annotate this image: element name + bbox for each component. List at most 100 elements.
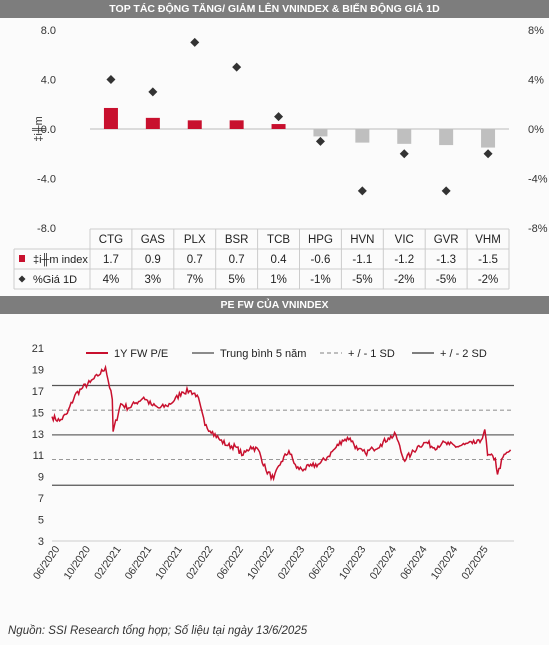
right-axis-tick-label: 8%: [528, 25, 544, 37]
pe-x-tick-label: 02/2022: [184, 544, 216, 582]
diamond-marker-vhm: [483, 149, 493, 159]
right-axis-tick-label: 4%: [528, 75, 544, 87]
table-cell: 3%: [145, 274, 162, 286]
pe-x-tick-label: 02/2024: [367, 544, 399, 582]
bar-gas: [145, 117, 160, 129]
table-row-label: %Giá 1D: [33, 274, 77, 286]
table-header-vic: VIC: [395, 234, 414, 246]
table-row-label: ‡i╫m index: [33, 252, 88, 267]
table-cell: -1.2: [394, 254, 414, 266]
table-cell: 0.4: [271, 254, 288, 266]
bar-ctg: [103, 107, 118, 129]
table-cell: -5%: [352, 274, 372, 286]
table-cell: -5%: [436, 274, 456, 286]
diamond-marker-hvn: [357, 186, 367, 196]
left-axis-tick-label: -8.0: [37, 223, 56, 235]
bar-vic: [397, 129, 412, 144]
table-header-hvn: HVN: [350, 234, 374, 246]
pe-x-tick-label: 10/2020: [61, 544, 93, 582]
pe-x-tick-label: 06/2021: [123, 544, 155, 582]
top-chart-title: TOP TÁC ĐỘNG TĂNG/ GIẢM LÊN VNINDEX & BI…: [0, 0, 549, 18]
legend-one-sd-label: + / - 1 SD: [348, 348, 395, 360]
table-header-hpg: HPG: [308, 234, 333, 246]
pe-axis-tick-label: 17: [32, 386, 44, 398]
pe-x-tick-label: 06/2020: [31, 544, 63, 582]
table-cell: -1.1: [352, 254, 372, 266]
bar-plx: [187, 120, 202, 129]
table-cell: -0.6: [311, 254, 331, 266]
right-axis-tick-label: 0%: [528, 124, 544, 136]
left-axis-tick-label: -4.0: [37, 174, 56, 186]
table-header-ctg: CTG: [99, 234, 123, 246]
table-header-bsr: BSR: [225, 234, 249, 246]
pe-axis-tick-label: 3: [38, 536, 44, 548]
table-cell: -1.3: [436, 254, 456, 266]
diamond-marker-vic: [399, 149, 409, 159]
source-note: Nguồn: SSI Research tổng hợp; Số liệu tạ…: [8, 625, 308, 637]
right-axis-tick-label: -8%: [528, 223, 548, 235]
diamond-marker-plx: [190, 37, 200, 47]
table-cell: 4%: [103, 274, 120, 286]
table-cell: -2%: [478, 274, 498, 286]
pe-axis-tick-label: 7: [38, 493, 44, 505]
right-axis-tick-label: -4%: [528, 174, 548, 186]
top-impact-chart: 8.0 4.0 0.0 -4.0 -8.0 8% 4% 0% -4% -8% ‡i╫m CTG GAS P…: [13, 25, 548, 290]
left-axis-label: ‡i╫m: [31, 116, 46, 142]
pe-x-tick-label: 10/2024: [429, 544, 461, 582]
table-cell: 7%: [186, 274, 203, 286]
pe-fw-chart: 211917151311975306/202010/202002/202106/…: [31, 343, 514, 582]
table-cell: -2%: [394, 274, 414, 286]
legend-bar-swatch: [19, 255, 25, 262]
legend-pe-label: 1Y FW P/E: [114, 348, 168, 360]
pe-x-tick-label: 10/2022: [245, 544, 277, 582]
pe-x-tick-label: 06/2024: [398, 544, 430, 582]
table-cell: 0.7: [187, 254, 203, 266]
pe-x-tick-label: 02/2021: [92, 544, 124, 582]
pe-fw-series-line: [51, 364, 512, 482]
pe-x-tick-label: 02/2023: [276, 544, 308, 582]
pe-axis-tick-label: 11: [33, 450, 44, 462]
diamond-marker-bsr: [232, 62, 242, 72]
table-header-plx: PLX: [184, 234, 206, 246]
bottom-chart-title: PE FW CỦA VNINDEX: [0, 296, 549, 314]
table-cell: 1.7: [103, 254, 119, 266]
table-cell: 0.7: [229, 254, 245, 266]
diamond-marker-ctg: [106, 75, 116, 84]
table-cell: 1%: [270, 274, 287, 286]
diamond-marker-gas: [148, 87, 158, 97]
legend-diamond-swatch: [18, 275, 26, 283]
legend-two-sd-label: + / - 2 SD: [440, 348, 487, 360]
bar-hpg: [313, 129, 328, 137]
table-header-gas: GAS: [141, 234, 166, 246]
pe-x-tick-label: 06/2023: [306, 544, 338, 582]
table-cell: -1.5: [478, 254, 498, 266]
pe-x-tick-label: 06/2022: [214, 544, 246, 582]
pe-x-tick-label: 10/2023: [337, 544, 369, 582]
table-header-vhm: VHM: [475, 234, 501, 246]
pe-axis-tick-label: 21: [32, 343, 44, 355]
pe-axis-tick-label: 15: [32, 407, 44, 419]
bar-gvr: [439, 129, 454, 146]
table-header-tcb: TCB: [267, 234, 290, 246]
table-cell: 5%: [228, 274, 245, 286]
pe-x-tick-label: 10/2021: [153, 544, 185, 582]
left-axis-tick-label: 8.0: [41, 25, 56, 37]
bar-hvn: [355, 129, 370, 143]
bar-vhm: [481, 129, 496, 148]
left-axis-tick-label: 0.0: [41, 124, 56, 136]
table-header-gvr: GVR: [434, 234, 459, 246]
pe-axis-tick-label: 9: [38, 472, 44, 484]
bar-bsr: [229, 120, 244, 129]
diamond-marker-tcb: [274, 112, 284, 122]
pe-x-tick-label: 02/2025: [459, 544, 491, 582]
diamond-marker-hpg: [315, 136, 325, 146]
diamond-marker-gvr: [441, 186, 451, 196]
bar-tcb: [271, 124, 286, 129]
table-cell: -1%: [310, 274, 330, 286]
pe-axis-tick-label: 5: [38, 515, 44, 527]
table-cell: 0.9: [145, 254, 161, 266]
pe-axis-tick-label: 13: [32, 429, 44, 441]
pe-axis-tick-label: 19: [32, 364, 44, 376]
legend-average-label: Trung bình 5 năm: [220, 348, 306, 360]
left-axis-tick-label: 4.0: [41, 75, 56, 87]
